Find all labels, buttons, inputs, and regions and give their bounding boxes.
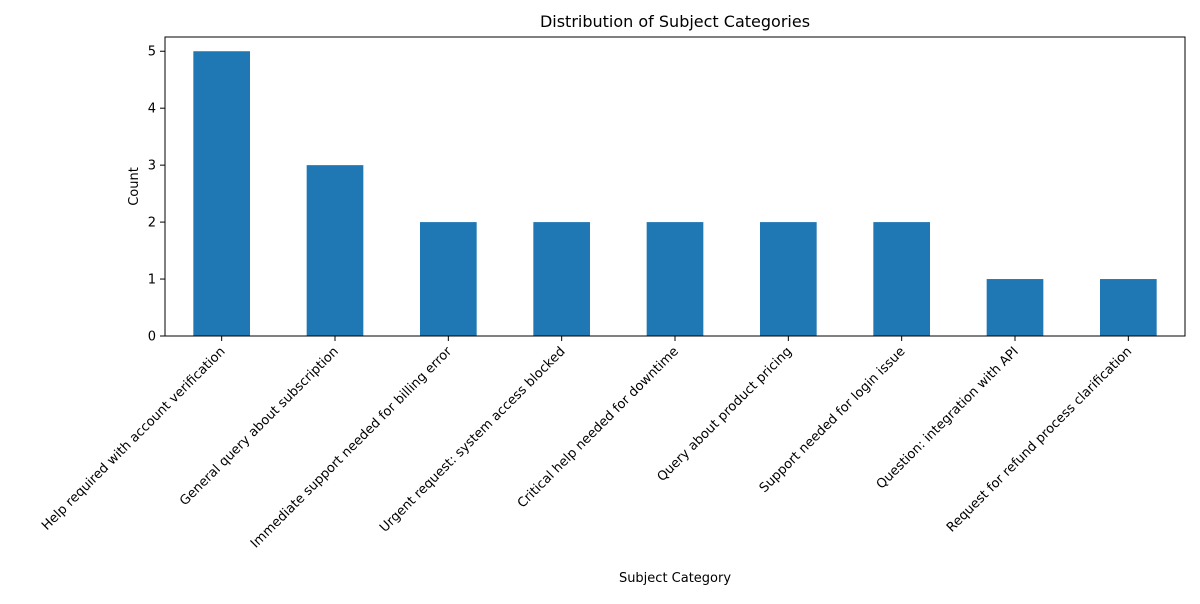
chart-title: Distribution of Subject Categories: [540, 12, 810, 31]
x-axis-label: Subject Category: [619, 571, 731, 586]
bar-7: [873, 222, 930, 336]
plot-frame: [164, 36, 1186, 337]
x-tick-label: Urgent request: system access blocked: [377, 344, 568, 535]
bar-5: [646, 222, 704, 336]
x-tick-label: Immediate support needed for billing err…: [248, 344, 456, 552]
bar-1: [193, 51, 250, 336]
bar-2: [306, 165, 364, 336]
bars-layer: [193, 51, 1157, 336]
bar-6: [760, 222, 817, 336]
x-tick-label: Query about product pricing: [655, 344, 796, 485]
bar-3: [420, 222, 477, 336]
x-axis-ticks: Help required with account verificationG…: [39, 336, 1135, 551]
bar-4: [533, 222, 590, 336]
y-tick-label: 0: [148, 330, 156, 345]
x-tick-label: Request for refund process clarification: [944, 344, 1135, 535]
y-axis-ticks: 0 1 2 3 4 5: [148, 45, 165, 345]
y-axis-label: Count: [127, 167, 142, 206]
x-tick-label: Help required with account verification: [39, 344, 228, 533]
y-tick-label: 1: [148, 273, 156, 288]
bar-8: [986, 279, 1044, 336]
y-tick-label: 3: [148, 159, 156, 174]
y-tick-label: 5: [148, 45, 156, 60]
y-tick-label: 2: [148, 216, 156, 231]
bar-9: [1100, 279, 1157, 336]
y-tick-label: 4: [148, 102, 156, 117]
